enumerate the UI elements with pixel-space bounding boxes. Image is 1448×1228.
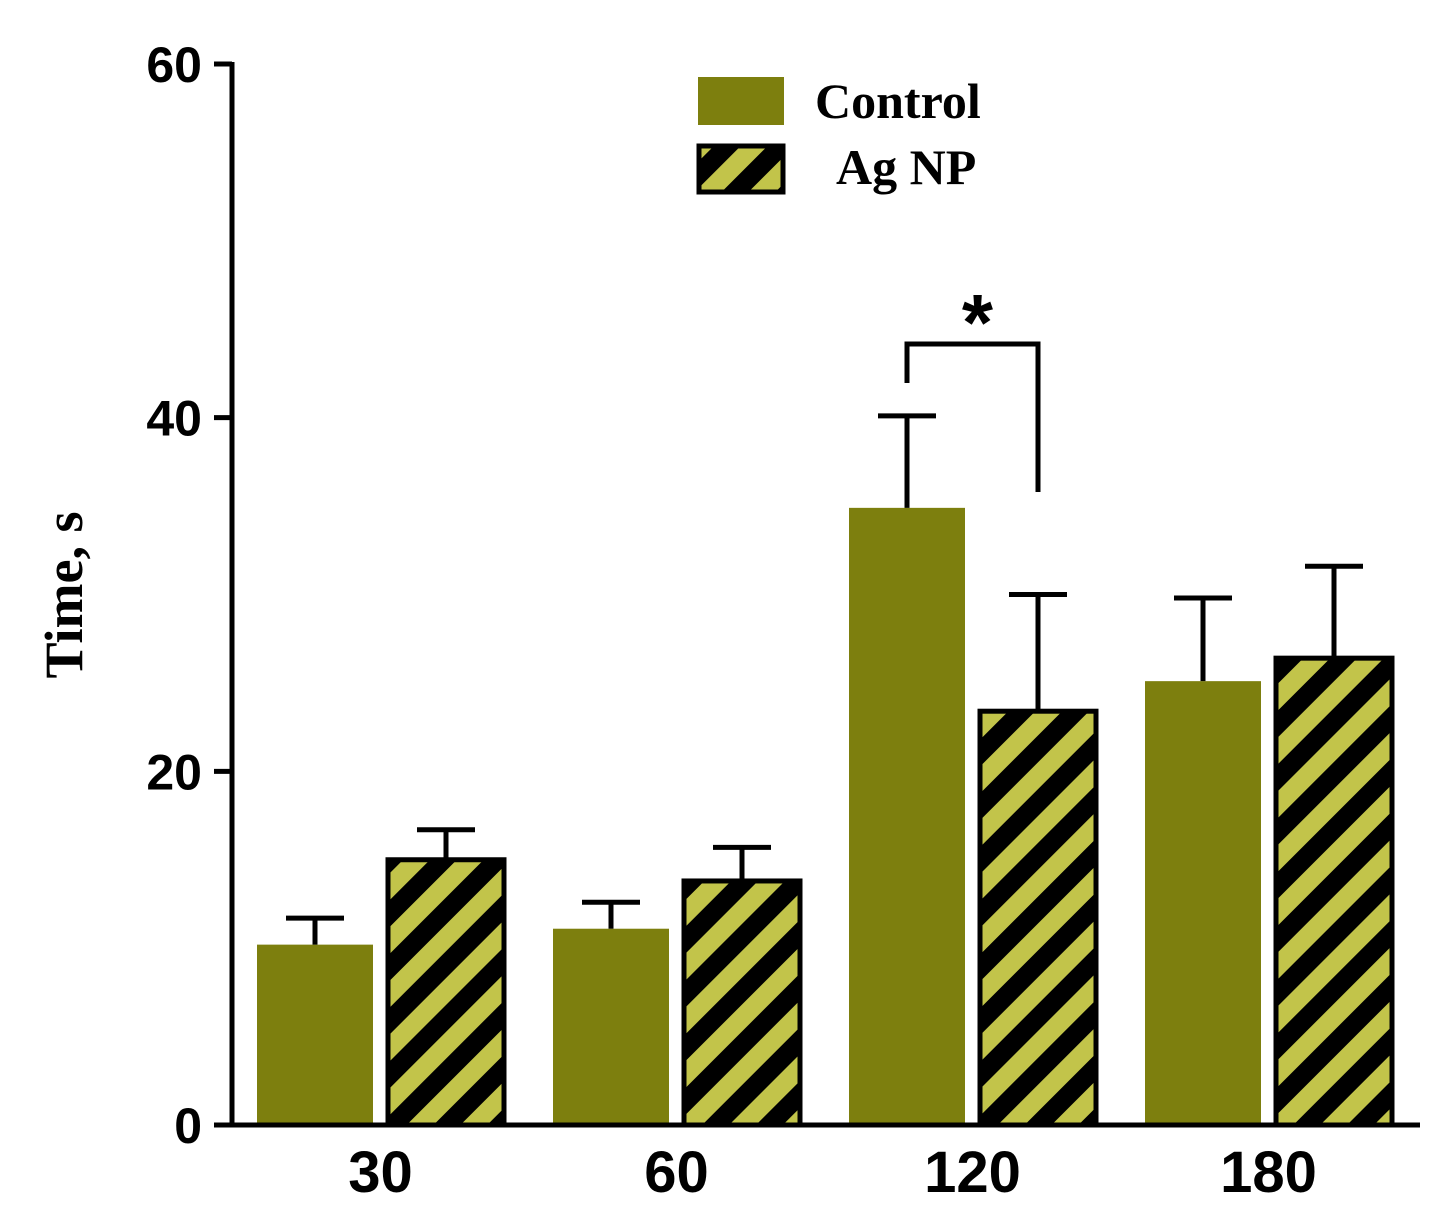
bars-layer	[257, 507, 1395, 1128]
x-tick-label-120: 120	[924, 1140, 1021, 1205]
bar-ag-np-30	[385, 857, 507, 1128]
legend-swatch-control	[698, 77, 784, 125]
bar-control-120	[849, 507, 965, 1125]
bar-control-30	[257, 944, 373, 1125]
y-tick-label-0: 0	[174, 1098, 202, 1154]
y-tick-label-60: 60	[146, 37, 202, 93]
y-tick-label-20: 20	[146, 744, 202, 800]
axes-layer: 0 20 40 60 30 60 120 180	[146, 37, 1420, 1205]
x-tick-label-60: 60	[644, 1140, 709, 1205]
x-tick-label-180: 180	[1220, 1140, 1317, 1205]
bar-ag-np-60	[681, 878, 803, 1128]
bar-control-60	[553, 928, 669, 1125]
annotations-layer: *	[904, 278, 1041, 492]
legend-label-ag-np: Ag NP	[836, 139, 976, 195]
bar-ag-np-180	[1273, 655, 1395, 1128]
significance-marker: *	[962, 278, 994, 367]
legend: Control Ag NP	[696, 73, 981, 195]
legend-label-control: Control	[815, 73, 981, 129]
bar-ag-np-120	[977, 708, 1099, 1128]
significance-bracket	[904, 341, 1041, 492]
y-tick-label-40: 40	[146, 391, 202, 447]
legend-swatch-ag-np	[696, 143, 786, 195]
y-axis-title: Time, s	[34, 511, 94, 678]
error-bars-layer	[286, 413, 1363, 945]
x-tick-label-30: 30	[348, 1140, 413, 1205]
bar-control-180	[1145, 681, 1261, 1125]
